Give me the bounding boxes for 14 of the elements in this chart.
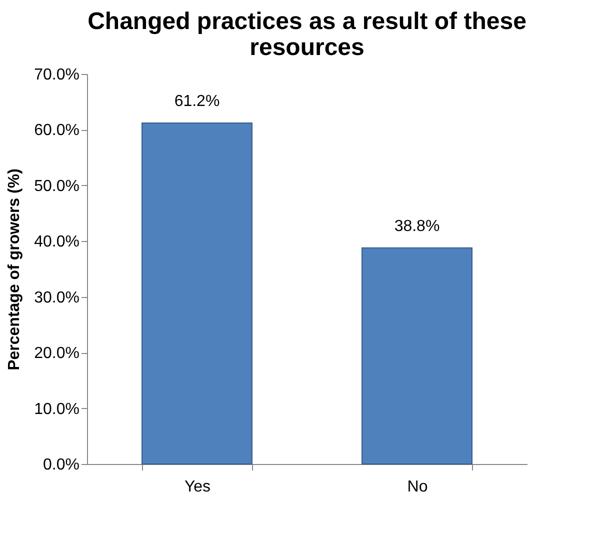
y-tick-label: 0.0% — [43, 456, 80, 474]
chart-title: Changed practices as a result of these resources — [88, 8, 526, 61]
x-tick-label: No — [407, 478, 428, 496]
x-tick-label: Yes — [184, 478, 211, 496]
data-label: 61.2% — [174, 93, 220, 110]
y-tick-label: 20.0% — [34, 345, 80, 362]
y-tick-label: 40.0% — [34, 234, 80, 251]
y-tick-label: 50.0% — [34, 178, 80, 195]
data-label: 38.8% — [394, 218, 440, 235]
y-axis-title: Percentage of growers (%) — [6, 168, 24, 370]
y-tick-label: 10.0% — [34, 400, 80, 418]
y-tick-label: 60.0% — [34, 122, 80, 140]
y-tick-label: 30.0% — [34, 289, 80, 306]
y-tick-label: 70.0% — [34, 66, 80, 84]
